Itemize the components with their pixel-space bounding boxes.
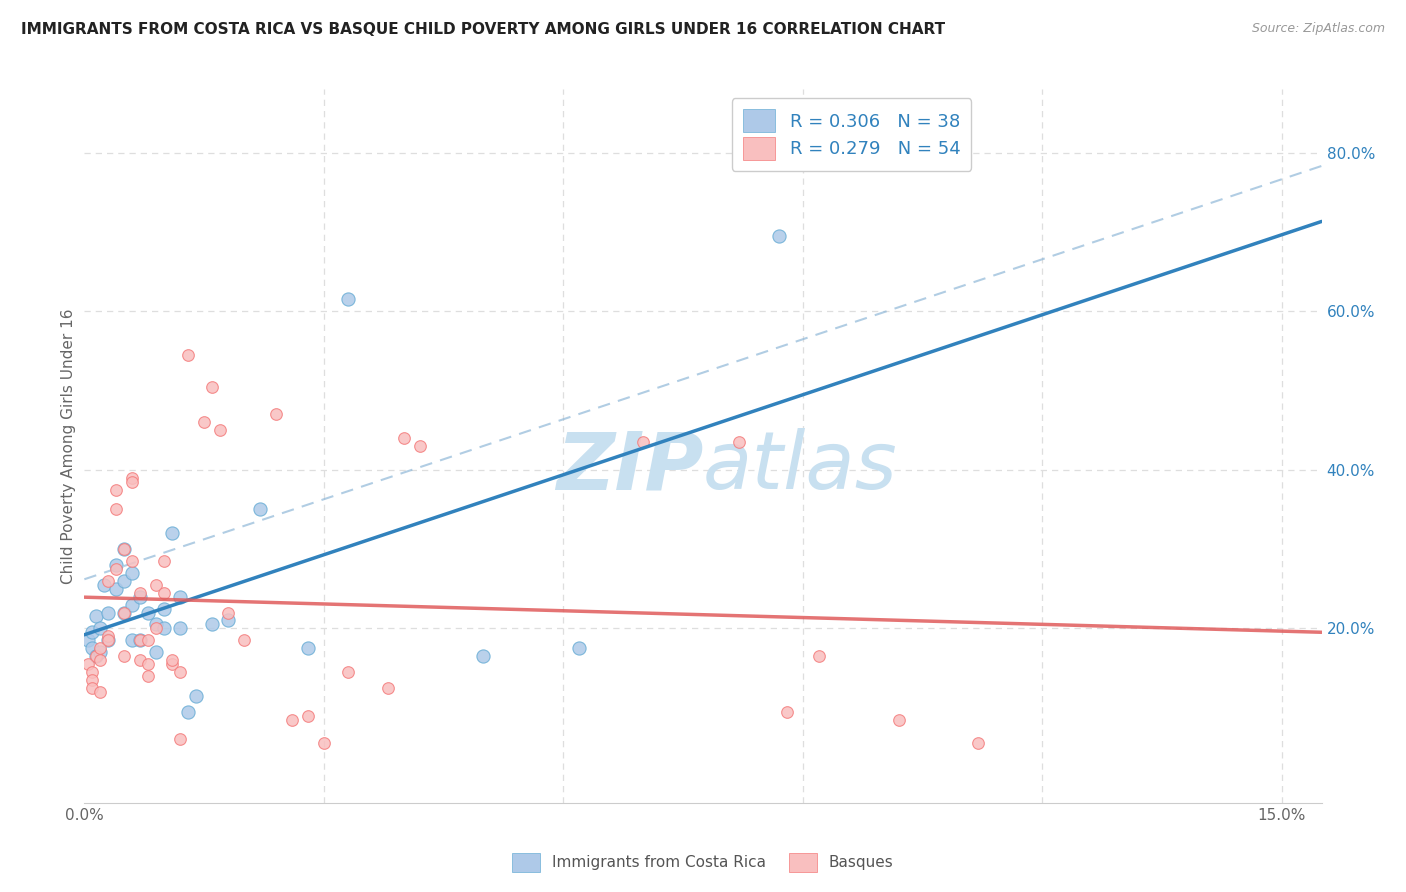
Point bbox=[297, 708, 319, 723]
Point bbox=[82, 665, 104, 679]
Point bbox=[82, 681, 104, 695]
Point bbox=[97, 606, 120, 620]
Point bbox=[129, 633, 152, 648]
Point bbox=[209, 423, 232, 437]
Text: Source: ZipAtlas.com: Source: ZipAtlas.com bbox=[1251, 22, 1385, 36]
Point bbox=[153, 601, 176, 615]
Point bbox=[97, 574, 120, 588]
Point bbox=[129, 633, 152, 648]
Point bbox=[807, 649, 830, 664]
Point bbox=[336, 665, 359, 679]
Point bbox=[160, 657, 183, 671]
Point bbox=[136, 669, 159, 683]
Point bbox=[97, 633, 120, 648]
Point bbox=[169, 665, 191, 679]
Point bbox=[568, 641, 591, 656]
Point bbox=[89, 645, 111, 659]
Point bbox=[201, 379, 224, 393]
Point bbox=[967, 736, 990, 750]
Y-axis label: Child Poverty Among Girls Under 16: Child Poverty Among Girls Under 16 bbox=[60, 309, 76, 583]
Point bbox=[105, 502, 128, 516]
Legend: R = 0.306   N = 38, R = 0.279   N = 54: R = 0.306 N = 38, R = 0.279 N = 54 bbox=[731, 98, 972, 170]
Point bbox=[145, 617, 167, 632]
Point bbox=[264, 407, 287, 421]
Point bbox=[169, 732, 191, 747]
Point bbox=[249, 502, 271, 516]
Point bbox=[768, 228, 790, 243]
Point bbox=[472, 649, 495, 664]
Point bbox=[121, 475, 143, 489]
Point bbox=[86, 649, 108, 664]
Point bbox=[377, 681, 399, 695]
Point bbox=[112, 606, 135, 620]
Point bbox=[77, 657, 100, 671]
Point bbox=[312, 736, 335, 750]
Point bbox=[145, 578, 167, 592]
Point bbox=[129, 590, 152, 604]
Point bbox=[776, 705, 799, 719]
Point bbox=[105, 582, 128, 596]
Point bbox=[160, 526, 183, 541]
Text: ZIP: ZIP bbox=[555, 428, 703, 507]
Point bbox=[297, 641, 319, 656]
Point bbox=[153, 554, 176, 568]
Point bbox=[93, 578, 115, 592]
Point bbox=[86, 609, 108, 624]
Point bbox=[631, 435, 654, 450]
Point bbox=[233, 633, 256, 648]
Point bbox=[97, 633, 120, 648]
Point bbox=[408, 439, 430, 453]
Point bbox=[112, 574, 135, 588]
Point bbox=[129, 585, 152, 599]
Point bbox=[105, 483, 128, 497]
Point bbox=[145, 645, 167, 659]
Point bbox=[336, 293, 359, 307]
Point bbox=[169, 621, 191, 635]
Point bbox=[82, 673, 104, 687]
Point bbox=[112, 542, 135, 557]
Point bbox=[136, 657, 159, 671]
Point bbox=[153, 585, 176, 599]
Point bbox=[121, 471, 143, 485]
Point bbox=[217, 606, 239, 620]
Point bbox=[121, 633, 143, 648]
Point bbox=[89, 641, 111, 656]
Legend: Immigrants from Costa Rica, Basques: Immigrants from Costa Rica, Basques bbox=[505, 845, 901, 880]
Point bbox=[184, 689, 207, 703]
Point bbox=[82, 625, 104, 640]
Point bbox=[177, 348, 200, 362]
Point bbox=[153, 621, 176, 635]
Point bbox=[217, 614, 239, 628]
Point bbox=[169, 590, 191, 604]
Point bbox=[136, 606, 159, 620]
Point bbox=[201, 617, 224, 632]
Point bbox=[177, 705, 200, 719]
Point bbox=[160, 653, 183, 667]
Point bbox=[105, 562, 128, 576]
Point bbox=[112, 649, 135, 664]
Point bbox=[392, 431, 415, 445]
Point bbox=[82, 641, 104, 656]
Text: IMMIGRANTS FROM COSTA RICA VS BASQUE CHILD POVERTY AMONG GIRLS UNDER 16 CORRELAT: IMMIGRANTS FROM COSTA RICA VS BASQUE CHI… bbox=[21, 22, 945, 37]
Point bbox=[77, 633, 100, 648]
Point bbox=[105, 558, 128, 572]
Point bbox=[887, 713, 910, 727]
Point bbox=[86, 649, 108, 664]
Point bbox=[121, 554, 143, 568]
Point bbox=[97, 629, 120, 643]
Point bbox=[89, 621, 111, 635]
Point bbox=[145, 621, 167, 635]
Point bbox=[112, 542, 135, 557]
Point bbox=[121, 566, 143, 580]
Point bbox=[136, 633, 159, 648]
Point bbox=[112, 606, 135, 620]
Point bbox=[129, 653, 152, 667]
Point bbox=[89, 685, 111, 699]
Point bbox=[121, 598, 143, 612]
Text: atlas: atlas bbox=[703, 428, 898, 507]
Point bbox=[193, 415, 215, 429]
Point bbox=[728, 435, 751, 450]
Point bbox=[281, 713, 304, 727]
Point bbox=[89, 653, 111, 667]
